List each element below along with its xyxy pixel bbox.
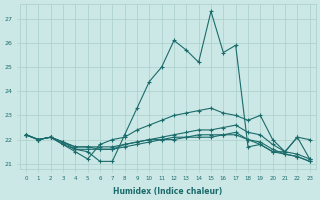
X-axis label: Humidex (Indice chaleur): Humidex (Indice chaleur) bbox=[113, 187, 222, 196]
